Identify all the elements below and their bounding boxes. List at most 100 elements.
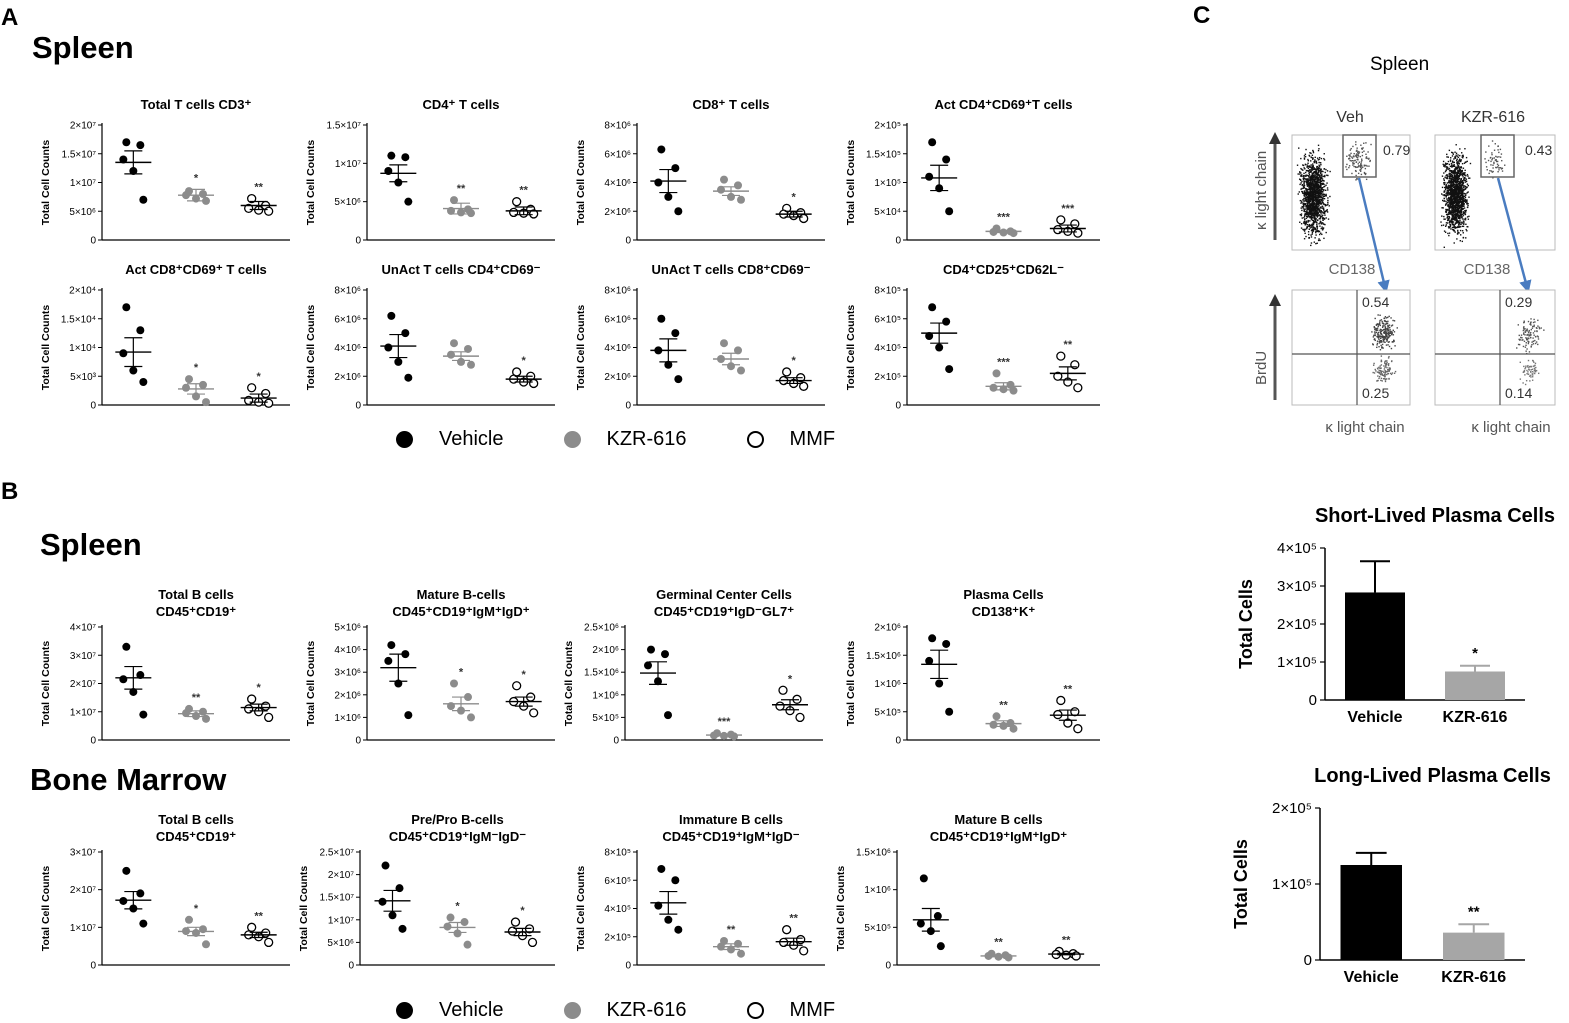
flow-x-label-veh-bottom: κ light chain (1325, 419, 1404, 436)
flow-event (1534, 362, 1537, 365)
y-tick-label: 2×10⁵ (604, 932, 631, 943)
y-tick-label: 5×10⁵ (874, 707, 901, 718)
flow-event (1380, 341, 1382, 343)
flow-event (1450, 219, 1452, 221)
flow-event (1445, 222, 1448, 224)
flow-event (1308, 177, 1310, 179)
flow-event (1322, 227, 1325, 229)
flow-event (1529, 366, 1532, 368)
flow-event (1327, 218, 1330, 220)
flow-event (1537, 372, 1540, 375)
flow-event (1319, 239, 1321, 242)
y-tick-label: 0 (348, 961, 354, 972)
flow-event (1357, 163, 1359, 165)
flow-event (1465, 193, 1467, 195)
flow-event (1301, 217, 1303, 219)
flow-event (1318, 177, 1320, 179)
flow-event (1381, 329, 1384, 332)
flow-event (1324, 214, 1326, 216)
flow-event (1297, 193, 1299, 195)
flow-event (1443, 218, 1445, 220)
chart-cd4-t-cells: CD4⁺ T cells Total Cell Counts 0 5×10⁶ 1×10⁷… (305, 95, 560, 255)
flow-event (1447, 205, 1449, 207)
flow-event (1303, 174, 1305, 177)
flow-event (1312, 224, 1315, 226)
flow-event (1387, 357, 1390, 359)
significance-label: * (792, 355, 797, 367)
flow-event (1307, 166, 1309, 168)
data-point (199, 380, 207, 389)
flow-event (1523, 321, 1525, 324)
flow-event (1501, 167, 1504, 170)
flow-event (1301, 175, 1303, 178)
flow-event (1377, 337, 1380, 339)
flow-event (1374, 368, 1376, 371)
flow-event (1392, 329, 1394, 332)
flow-event (1316, 206, 1318, 208)
flow-event (1461, 194, 1463, 197)
data-point (945, 707, 954, 716)
flow-event (1315, 231, 1317, 234)
flow-event (1356, 178, 1358, 180)
flow-event (1385, 360, 1387, 362)
flow-event (1322, 182, 1325, 185)
flow-event (1447, 217, 1450, 220)
flow-event (1460, 192, 1462, 195)
flow-event (1311, 183, 1314, 185)
flow-event (1494, 143, 1496, 145)
flow-event (1311, 219, 1314, 222)
flow-event (1522, 327, 1525, 329)
flow-event (1530, 318, 1532, 320)
flow-event (1349, 149, 1352, 151)
flow-event (1301, 192, 1304, 194)
flow-event (1531, 327, 1534, 329)
group-kzr-616: ** (980, 937, 1017, 962)
flow-event (1461, 183, 1464, 186)
y-tick-label: 3×10⁷ (70, 848, 97, 859)
flow-event (1452, 165, 1455, 168)
flow-event (1314, 237, 1316, 239)
flow-event (1380, 360, 1383, 363)
flow-event (1383, 371, 1385, 374)
y-tick-label: 4×10⁶ (334, 645, 361, 656)
flow-event (1444, 225, 1447, 227)
flow-event (1304, 163, 1307, 166)
y-tick-label: 0 (613, 736, 619, 747)
flow-event (1374, 339, 1376, 342)
data-point (942, 317, 951, 326)
flow-event (1457, 178, 1460, 181)
flow-event (1461, 173, 1463, 175)
flow-event (1316, 227, 1319, 229)
flow-event (1310, 170, 1312, 172)
flow-event (1316, 202, 1319, 204)
flow-event (1457, 180, 1460, 183)
flow-event (1307, 180, 1309, 182)
flow-event (1460, 208, 1463, 211)
group-kzr-616: *** (985, 212, 1022, 238)
flow-event (1326, 187, 1329, 189)
flow-event (1369, 160, 1371, 163)
flow-event (1518, 343, 1521, 346)
flow-event (1383, 331, 1386, 334)
flow-event (1530, 331, 1532, 334)
flow-event (1444, 188, 1447, 191)
y-axis-label: Total Cell Counts (305, 305, 317, 391)
flow-event (1384, 370, 1387, 373)
flow-event (1461, 152, 1463, 154)
flow-event (1452, 195, 1455, 197)
flow-event (1454, 151, 1456, 153)
flow-event (1376, 329, 1379, 331)
flow-event (1354, 159, 1356, 162)
flow-event (1317, 211, 1319, 213)
flow-event (1314, 210, 1316, 213)
flow-event (1318, 195, 1321, 198)
data-point (1056, 351, 1066, 361)
flow-event (1453, 213, 1455, 215)
flow-event (1455, 215, 1458, 217)
flow-event (1308, 206, 1310, 209)
flow-event (1451, 218, 1453, 220)
flow-event (1378, 335, 1380, 338)
flow-event (1444, 204, 1447, 206)
flow-event (1487, 159, 1490, 162)
